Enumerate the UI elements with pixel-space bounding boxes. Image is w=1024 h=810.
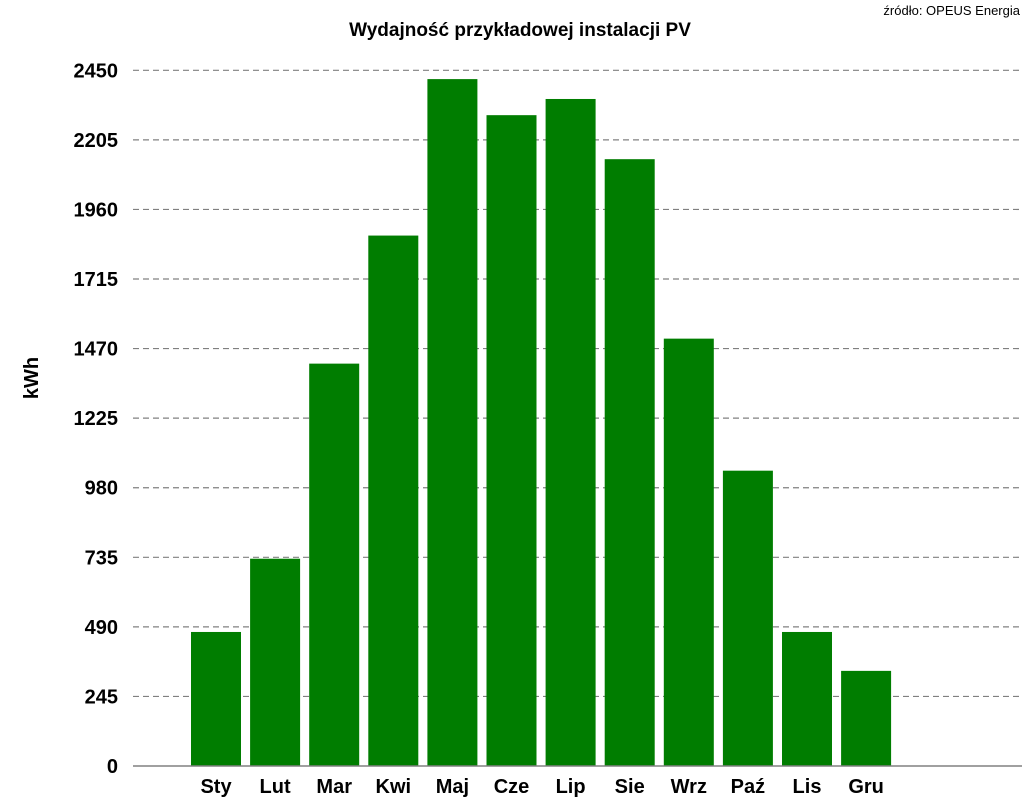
x-tick-label: Sty <box>200 776 232 798</box>
bar-Sie <box>604 159 655 767</box>
y-tick-label: 735 <box>85 547 118 569</box>
chart-title: Wydajność przykładowej instalacji PV <box>349 20 691 41</box>
y-axis-label: kWh <box>21 357 43 399</box>
x-tick-label: Sie <box>615 776 645 798</box>
x-tick-label: Gru <box>848 776 884 798</box>
x-tick-label: Maj <box>436 776 469 798</box>
bar-Gru <box>841 670 892 766</box>
bar-Lis <box>782 631 832 766</box>
x-tick-label: Mar <box>316 776 352 798</box>
bar-Cze <box>486 115 537 767</box>
bar-Kwi <box>368 235 419 767</box>
bar-Maj <box>427 79 478 767</box>
bar-Paź <box>722 470 773 766</box>
x-tick-label: Lis <box>793 776 822 798</box>
bar-Wrz <box>663 338 714 766</box>
chart-source: źródło: OPEUS Energia <box>883 3 1020 18</box>
y-tick-label: 980 <box>85 478 118 500</box>
y-tick-label: 2450 <box>74 60 119 82</box>
x-tick-label: Cze <box>494 776 530 798</box>
x-tick-label: Lip <box>556 776 586 798</box>
bar-Mar <box>309 363 360 766</box>
y-tick-label: 1715 <box>74 269 119 291</box>
y-tick-label: 490 <box>85 617 118 639</box>
x-tick-label: Paź <box>731 776 765 798</box>
x-tick-label: Kwi <box>376 776 412 798</box>
bar-Lip <box>545 98 596 767</box>
x-tick-label: Lut <box>260 776 291 798</box>
y-tick-label: 245 <box>85 686 118 708</box>
y-tick-label: 0 <box>107 756 118 778</box>
bar-Lut <box>250 558 301 766</box>
bar-Sty <box>191 631 241 766</box>
x-tick-label: Wrz <box>671 776 707 798</box>
y-tick-label: 1225 <box>74 408 119 430</box>
y-tick-label: 1960 <box>74 199 119 221</box>
y-tick-label: 2205 <box>74 130 119 152</box>
y-tick-label: 1470 <box>74 339 119 361</box>
